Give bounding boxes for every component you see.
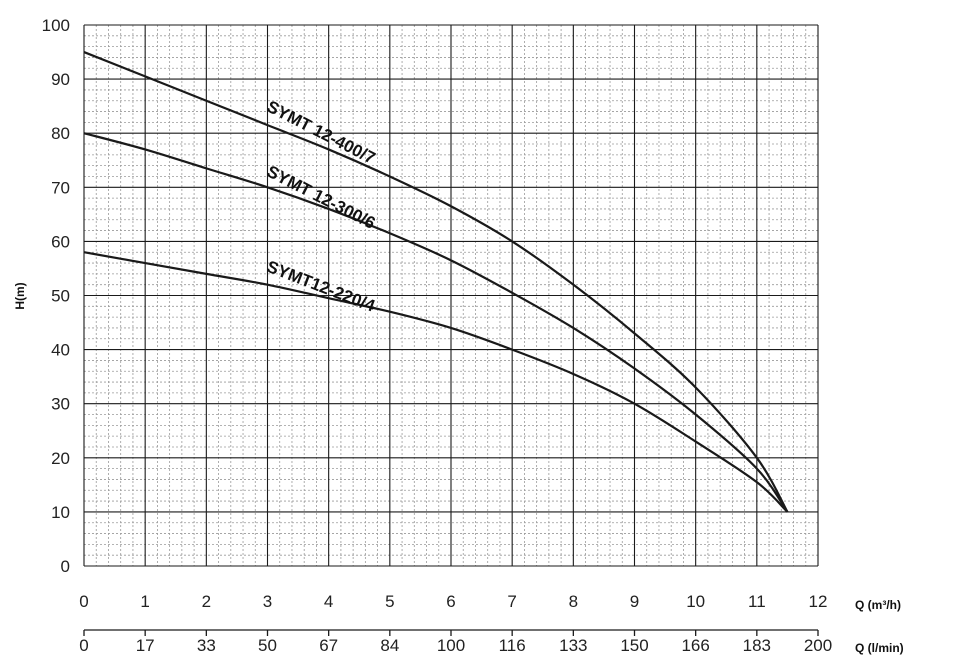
x-axis-title: Q (m³/h)	[855, 598, 901, 612]
x-tick-label: 4	[324, 592, 333, 611]
series-label: SYMT12-220/4	[264, 257, 378, 316]
series-label: SYMT 12-300/6	[264, 162, 379, 233]
x-tick-label: 1	[140, 592, 149, 611]
x-tick-label: 7	[507, 592, 516, 611]
y-tick-label: 70	[51, 178, 70, 197]
x2-axis-title: Q (l/min)	[855, 641, 904, 655]
x-tick-label: 0	[79, 592, 88, 611]
y-tick-label: 0	[61, 557, 70, 576]
x2-tick-label: 84	[380, 636, 399, 655]
x-tick-label: 12	[809, 592, 828, 611]
x2-tick-label: 183	[743, 636, 771, 655]
x-tick-label: 5	[385, 592, 394, 611]
x2-tick-label: 0	[79, 636, 88, 655]
x2-tick-label: 200	[804, 636, 832, 655]
x2-tick-label: 33	[197, 636, 216, 655]
x-tick-label: 3	[263, 592, 272, 611]
x2-tick-label: 116	[499, 636, 526, 655]
series-line	[83, 51, 789, 513]
y-tick-label: 30	[51, 395, 70, 414]
x-tick-label: 2	[202, 592, 211, 611]
y-tick-label: 80	[51, 124, 70, 143]
y-tick-label: 10	[51, 503, 70, 522]
y-tick-label: 20	[51, 449, 70, 468]
series-label: SYMT 12-400/7	[264, 97, 379, 168]
x2-tick-label: 150	[620, 636, 648, 655]
y-axis-title: H(m)	[13, 282, 27, 309]
x2-tick-label: 133	[559, 636, 587, 655]
y-tick-label: 60	[51, 232, 70, 251]
y-tick-label: 100	[42, 16, 70, 35]
curves	[83, 51, 789, 513]
y-tick-label: 40	[51, 341, 70, 360]
x2-tick-label: 17	[136, 636, 155, 655]
y-tick-label: 50	[51, 287, 70, 306]
x-tick-label: 10	[686, 592, 705, 611]
series-line	[83, 251, 789, 513]
x-tick-label: 6	[446, 592, 455, 611]
x2-tick-label: 67	[319, 636, 338, 655]
x2-tick-label: 50	[258, 636, 277, 655]
grid	[83, 24, 819, 567]
x-tick-label: 9	[630, 592, 639, 611]
x-tick-label: 8	[569, 592, 578, 611]
y-tick-label: 90	[51, 70, 70, 89]
x2-tick-label: 100	[437, 636, 465, 655]
x2-tick-label: 166	[681, 636, 709, 655]
x-tick-label: 11	[748, 592, 766, 611]
series-line	[83, 132, 789, 513]
